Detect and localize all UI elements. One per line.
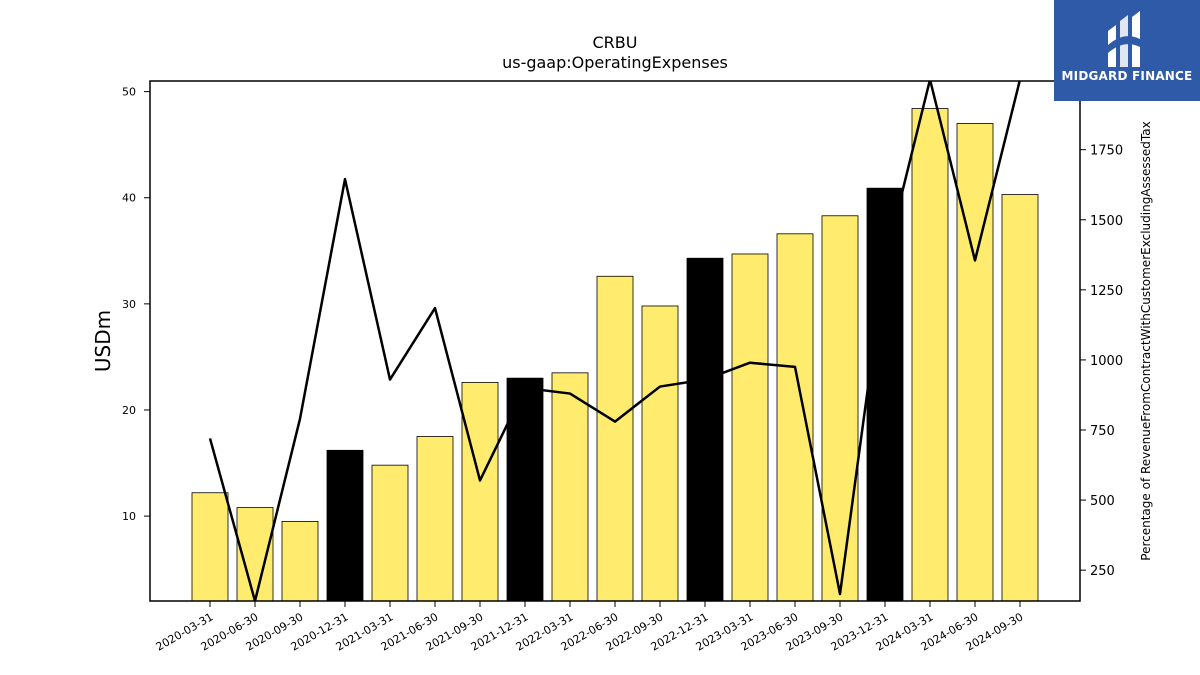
bar-2024-03-31 xyxy=(911,108,949,602)
y2-tick-label: 500 xyxy=(1090,494,1115,509)
y2-tick-label: 1000 xyxy=(1090,354,1123,369)
bar-2021-06-30 xyxy=(416,436,454,602)
bar-2020-09-30 xyxy=(281,521,319,602)
y2-tick-label: 250 xyxy=(1090,564,1115,579)
y2-tick-label: 1750 xyxy=(1090,144,1123,159)
y-axis-left: 10 20 30 40 50 xyxy=(122,86,150,523)
y-tick-label: 40 xyxy=(122,192,136,205)
y-axis-label-right: Percentage of RevenueFromContractWithCus… xyxy=(1139,121,1153,560)
bar-2022-09-30 xyxy=(641,305,679,602)
y2-tick-label: 750 xyxy=(1090,424,1115,439)
bar-series xyxy=(191,108,1039,602)
logo-text: MIDGARD FINANCE xyxy=(1061,69,1193,83)
y-tick-label: 20 xyxy=(122,404,136,417)
bar-2020-03-31 xyxy=(191,492,229,602)
chart-subtitle: us-gaap:OperatingExpenses xyxy=(502,53,728,72)
bar-2022-12-31 xyxy=(686,257,724,602)
line-path xyxy=(208,81,1021,601)
y-tick-label: 50 xyxy=(122,86,136,99)
y-axis-label-left: USDm xyxy=(91,310,115,372)
bar-2024-06-30 xyxy=(956,123,994,602)
bar-2022-06-30 xyxy=(596,275,634,602)
brand-logo: MIDGARD FINANCE xyxy=(1054,0,1200,101)
bar-2020-12-31 xyxy=(326,449,364,602)
y2-tick-label: 1500 xyxy=(1090,214,1123,229)
bar-2024-09-30 xyxy=(1001,194,1039,602)
bar-2023-09-30 xyxy=(821,215,859,602)
logo-mark-icon xyxy=(1108,11,1140,67)
chart-title: CRBU xyxy=(593,33,638,52)
y-tick-label: 10 xyxy=(122,510,136,523)
x-axis: 2020-03-312020-06-302020-09-302020-12-31… xyxy=(154,601,1026,654)
y2-tick-label: 1250 xyxy=(1090,284,1123,299)
y-axis-right: 250 500 750 1000 1250 1500 1750 xyxy=(1080,144,1123,579)
bar-2022-03-31 xyxy=(551,372,589,602)
bar-2023-12-31 xyxy=(866,187,904,602)
bar-2021-09-30 xyxy=(461,381,499,602)
bar-2023-03-31 xyxy=(731,253,769,602)
bar-2023-06-30 xyxy=(776,233,814,602)
y-tick-label: 30 xyxy=(122,298,136,311)
bar-2021-03-31 xyxy=(371,464,409,602)
line-series xyxy=(208,81,1021,601)
